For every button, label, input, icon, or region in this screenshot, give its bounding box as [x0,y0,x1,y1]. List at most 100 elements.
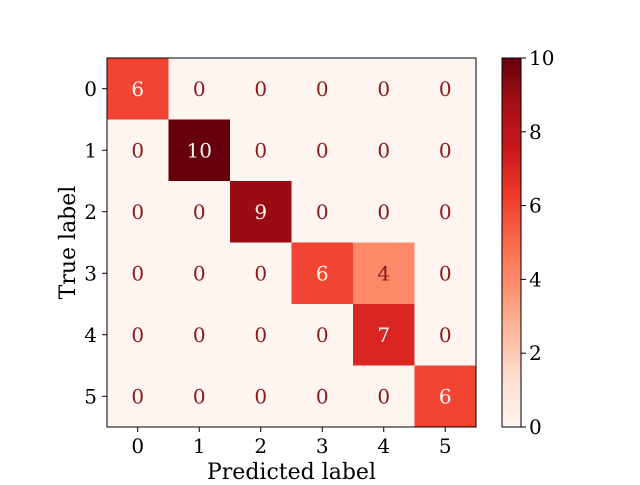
heatmap-cell-r2-c3 [291,181,354,243]
heatmap-cell-r4-c3 [291,304,354,366]
heatmap-cell-r2-c1 [168,181,231,243]
colorbar-tick-label-1: 2 [529,341,542,365]
cell-value-r0-c2: 0 [254,77,267,101]
cell-value-r2-c5: 0 [439,200,452,224]
y-tick-label-2: 2 [84,200,97,224]
heatmap-cell-r0-c1 [168,58,231,120]
heatmap-cell-r3-c5 [414,242,477,305]
x-tick-label-0: 0 [131,434,144,458]
cell-value-r5-c1: 0 [193,384,206,408]
heatmap-cell-r3-c0 [107,242,169,305]
cell-value-r0-c4: 0 [377,77,390,101]
cell-value-r1-c4: 0 [377,138,390,162]
cell-value-r2-c1: 0 [193,200,206,224]
cell-value-r4-c5: 0 [439,323,452,347]
cell-value-r4-c3: 0 [316,323,329,347]
cell-value-r1-c5: 0 [439,138,452,162]
x-tick-label-4: 4 [377,434,390,458]
heatmap-cell-r0-c3 [291,58,354,120]
heatmap-cell-r2-c2 [230,181,292,243]
cell-value-r5-c0: 0 [131,384,144,408]
cell-value-r1-c2: 0 [254,138,267,162]
y-tick-label-5: 5 [84,384,97,408]
cell-value-r3-c2: 0 [254,261,267,285]
heatmap-cell-r3-c3 [291,242,354,305]
heatmap-cell-r5-c5 [414,365,477,428]
heatmap-cell-r2-c5 [414,181,477,243]
heatmap-cell-r0-c5 [414,58,477,120]
cell-value-r0-c1: 0 [193,77,206,101]
heatmap-cell-r5-c2 [230,365,292,428]
x-tick-label-5: 5 [439,434,452,458]
heatmap-cell-r4-c5 [414,304,477,366]
colorbar [501,57,522,428]
heatmap-cell-r5-c0 [107,365,169,428]
cell-value-r2-c4: 0 [377,200,390,224]
x-tick-label-1: 1 [193,434,206,458]
y-tick-label-0: 0 [84,77,97,101]
colorbar-tick-label-3: 6 [529,194,542,218]
cell-value-r1-c1: 10 [187,138,212,162]
heatmap-cell-r1-c3 [291,119,354,182]
cell-value-r0-c0: 6 [131,77,144,101]
cell-value-r2-c2: 9 [254,200,267,224]
cell-value-r4-c1: 0 [193,323,206,347]
cell-value-r5-c2: 0 [254,384,267,408]
cell-value-r5-c4: 0 [377,384,390,408]
cell-value-r4-c0: 0 [131,323,144,347]
heatmap-cell-r0-c2 [230,58,292,120]
colorbar-tick-label-0: 0 [529,415,542,439]
heatmap-cell-r0-c0 [107,58,169,120]
heatmap-cell-r0-c4 [353,58,415,120]
cell-value-r3-c3: 6 [316,261,329,285]
y-tick-label-4: 4 [84,323,97,347]
colorbar-tick-label-4: 8 [529,120,542,144]
cell-value-r0-c5: 0 [439,77,452,101]
heatmap-cell-r3-c1 [168,242,231,305]
colorbar-tick-label-2: 4 [529,267,542,291]
x-axis-label: Predicted label [207,460,376,480]
heatmap-cell-r4-c2 [230,304,292,366]
y-tick-label-3: 3 [84,261,97,285]
y-axis-label: True label [56,186,81,300]
heatmap-cell-r1-c1 [168,119,231,182]
heatmap-cell-r4-c4 [353,304,415,366]
cell-value-r3-c0: 0 [131,261,144,285]
heatmap-cell-r3-c4 [353,242,415,305]
y-axis-ticks: 0 1 2 3 4 5 [84,77,107,408]
heatmap-cell-r4-c1 [168,304,231,366]
colorbar-tick-label-5: 10 [529,46,554,70]
cell-value-r4-c2: 0 [254,323,267,347]
x-tick-label-2: 2 [254,434,267,458]
heatmap-cell-r4-c0 [107,304,169,366]
cell-value-r2-c0: 0 [131,200,144,224]
cell-value-r1-c3: 0 [316,138,329,162]
cell-value-r5-c5: 6 [439,384,452,408]
heatmap-cell-r1-c0 [107,119,169,182]
cell-value-r1-c0: 0 [131,138,144,162]
cell-value-r3-c4: 4 [377,261,390,285]
colorbar-ticks: 0 2 4 6 8 10 [521,46,554,439]
heatmap-cell-labels: 6 0 0 0 0 0 0 10 0 0 0 0 0 0 9 0 0 0 0 0 0 6 4 0 0 0 0 0 7 0 0 0 0 0 0 6 [131,77,451,409]
heatmap-cell-r5-c3 [291,365,354,428]
x-axis-ticks: 0 1 2 3 4 5 [131,427,452,458]
heatmap-cell-r5-c4 [353,365,415,428]
heatmap-cell-r2-c0 [107,181,169,243]
plot-frame [106,57,477,428]
y-tick-label-1: 1 [84,138,97,162]
cell-value-r4-c4: 7 [377,323,390,347]
cell-value-r2-c3: 0 [316,200,329,224]
x-tick-label-3: 3 [316,434,329,458]
cell-value-r0-c3: 0 [316,77,329,101]
heatmap-cell-r1-c2 [230,119,292,182]
heatmap-cells [107,58,477,428]
cell-value-r3-c5: 0 [439,261,452,285]
cell-value-r5-c3: 0 [316,384,329,408]
heatmap-cell-r1-c4 [353,119,415,182]
cell-value-r3-c1: 0 [193,261,206,285]
heatmap-cell-r5-c1 [168,365,231,428]
heatmap-cell-r1-c5 [414,119,477,182]
heatmap-cell-r3-c2 [230,242,292,305]
